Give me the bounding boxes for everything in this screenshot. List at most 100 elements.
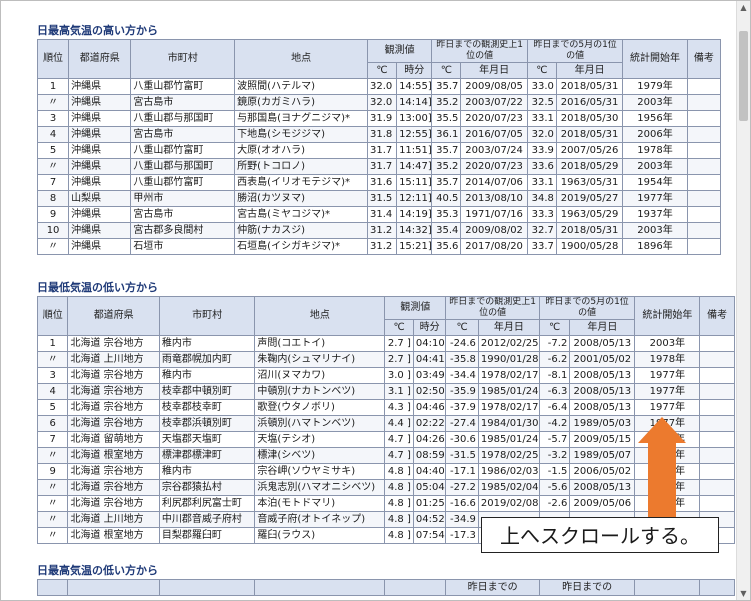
- cell-record-temp: 35.2: [431, 94, 462, 111]
- cell-record-temp: -16.6: [445, 495, 479, 512]
- header-unit-c: ℃: [526, 62, 557, 79]
- cell-may-temp: 33.6: [526, 158, 557, 175]
- scroll-thumb[interactable]: [739, 31, 748, 121]
- cell-start-year: 1977年: [634, 399, 701, 416]
- header-city: 市町村: [158, 296, 256, 336]
- cell-record-date: 2003/07/24: [460, 142, 528, 159]
- header-station: 地点: [234, 39, 369, 79]
- header-record: 昨日までの観測史上1位の値: [431, 39, 528, 63]
- cell-rank: 〃: [36, 447, 69, 464]
- section-title-high-max: 日最高気温の高い方から: [37, 24, 158, 37]
- cell-record-date: 2009/08/02: [460, 222, 528, 239]
- cell-observed-temp: 3.1 ]: [384, 383, 414, 400]
- cell-city: 八重山郡与那国町: [130, 158, 236, 175]
- cell-station: 下地島(シモジジマ): [234, 126, 369, 143]
- cell-rank: 〃: [36, 351, 69, 368]
- cell-record-date: 2016/07/05: [460, 126, 528, 143]
- cell-station: 与那国島(ヨナグニジマ)*: [234, 110, 369, 127]
- cell-prefecture: 北海道 根室地方: [67, 527, 160, 544]
- scroll-down-icon[interactable]: ▼: [740, 589, 747, 598]
- cell-observed-time: 15:21]: [396, 238, 433, 255]
- cell-observed-time: 11:51]: [396, 142, 433, 159]
- cell-record-date: 2014/07/06: [460, 174, 528, 191]
- cell-prefecture: 沖縄県: [68, 174, 132, 191]
- cell-start-year: 2003年: [622, 222, 688, 239]
- cell-record-temp: 35.3: [431, 206, 462, 223]
- cell-note: [686, 78, 722, 95]
- cell-city: 石垣市: [130, 238, 236, 255]
- cell-record-date: 2012/02/25: [477, 335, 540, 352]
- cell-record-temp: -35.9: [445, 383, 479, 400]
- cell-rank: 4: [36, 383, 69, 400]
- cell-observed-time: 13:00]: [396, 110, 433, 127]
- cell-station: 羅臼(ラウス): [254, 527, 386, 544]
- table-row: 5 沖縄県 八重山郡竹富町 大原(オオハラ) 31.7 ] 11:51] 35.7 2003/…: [36, 142, 722, 159]
- cell-rank: 5: [36, 399, 69, 416]
- cell-note: [686, 158, 722, 175]
- table-row: 〃北海道 宗谷地方 宗谷郡猿払村 浜鬼志別(ハマオニシベツ) 4.8 ] 05:04] -…: [36, 479, 735, 496]
- cell-rank: 〃: [36, 158, 70, 175]
- cell-may-date: 2018/05/31: [555, 78, 624, 95]
- scroll-up-icon[interactable]: ▲: [740, 3, 747, 12]
- cell-record-date: 1986/02/03: [477, 463, 540, 480]
- cell-may-temp: 33.3: [526, 206, 557, 223]
- cell-city: 宗谷郡猿払村: [158, 479, 256, 496]
- cell-may-date: 1963/05/29: [555, 206, 624, 223]
- table-row: 8 山梨県 甲州市 勝沼(カツヌマ) 31.5 ] 12:11] 40.5 2013/08/1…: [36, 190, 722, 207]
- table-row: 4 北海道 宗谷地方 枝幸郡中頓別町 中頓別(ナカトンベツ) 3.1 ] 02:50] -3…: [36, 383, 735, 400]
- cell-observed-temp: 31.7 ]: [367, 158, 398, 175]
- cell-note: [699, 415, 735, 432]
- table-row: 3 北海道 宗谷地方 稚内市 沼川(ヌマカワ) 3.0 ] 03:49] -34.4 1978…: [36, 367, 735, 384]
- header-prefecture: 都道府県: [68, 39, 132, 79]
- cell-record-date: 1985/02/04: [477, 479, 540, 496]
- cell-observed-temp: 31.4 ]: [367, 206, 398, 223]
- cell-observed-temp: 4.7 ]: [384, 447, 414, 464]
- cell-observed-temp: 4.8 ]: [384, 495, 414, 512]
- cell-station: 宮古島(ミヤコジマ)*: [234, 206, 369, 223]
- table-row: 〃沖縄県 八重山郡与那国町 所野(トコロノ) 31.7 ] 14:47] 35.2 2020…: [36, 158, 722, 175]
- cell-start-year: 1896年: [622, 238, 688, 255]
- cell-observed-time: 14:19]: [396, 206, 433, 223]
- cell-rank: 〃: [36, 527, 69, 544]
- cell-station: 標津(シベツ): [254, 447, 386, 464]
- cell-station: 仲筋(ナカスジ): [234, 222, 369, 239]
- cell-city: 枝幸郡中頓別町: [158, 383, 256, 400]
- cell-start-year: 1956年: [622, 110, 688, 127]
- cell-may-temp: 33.7: [526, 238, 557, 255]
- cell-observed-temp: 31.2 ]: [367, 222, 398, 239]
- vertical-scrollbar[interactable]: ▲ ▼: [736, 1, 750, 600]
- cell-station: 音威子府(オトイネップ): [254, 511, 386, 528]
- cell-start-year: 1977年: [634, 383, 701, 400]
- header-unit-c: ℃: [384, 319, 414, 336]
- cell-may-date: 2016/05/31: [555, 94, 624, 111]
- cell-city: 目梨郡羅臼町: [158, 527, 256, 544]
- cell-record-temp: -34.4: [445, 367, 479, 384]
- cell-station: 宗谷岬(ソウヤミサキ): [254, 463, 386, 480]
- cell-observed-temp: 31.5 ]: [367, 190, 398, 207]
- cell-may-temp: -1.5: [538, 463, 571, 480]
- cell-may-date: 1900/05/28: [555, 238, 624, 255]
- cell-record-date: 2013/08/10: [460, 190, 528, 207]
- cell-start-year: 1979年: [622, 78, 688, 95]
- cell-record-date: 2009/08/05: [460, 78, 528, 95]
- cell-observed-time: 02:22]: [412, 415, 447, 432]
- cell-may-temp: 33.1: [526, 110, 557, 127]
- cell-prefecture: 沖縄県: [68, 94, 132, 111]
- header-start-year: 統計開始年: [634, 296, 701, 336]
- cell-note: [699, 495, 735, 512]
- cell-rank: 1: [36, 78, 70, 95]
- cell-record-temp: 35.5: [431, 110, 462, 127]
- header-cell: [158, 579, 256, 596]
- cell-observed-time: 02:50]: [412, 383, 447, 400]
- cell-may-temp: 33.1: [526, 174, 557, 191]
- cell-note: [686, 126, 722, 143]
- cell-observed-temp: 31.6 ]: [367, 174, 398, 191]
- cell-observed-temp: 32.0 ]: [367, 94, 398, 111]
- cell-station: 石垣島(イシガキジマ)*: [234, 238, 369, 255]
- header-rank: 順位: [36, 296, 69, 336]
- low-min-rows: 1 北海道 宗谷地方 稚内市 声問(コエトイ) 2.7 ] 04:10] -24.6 2012…: [36, 335, 735, 544]
- header-unit-date: 年月日: [555, 62, 624, 79]
- cell-record-date: 2003/07/22: [460, 94, 528, 111]
- cell-start-year: 1954年: [622, 174, 688, 191]
- cell-observed-temp: 31.9 ]: [367, 110, 398, 127]
